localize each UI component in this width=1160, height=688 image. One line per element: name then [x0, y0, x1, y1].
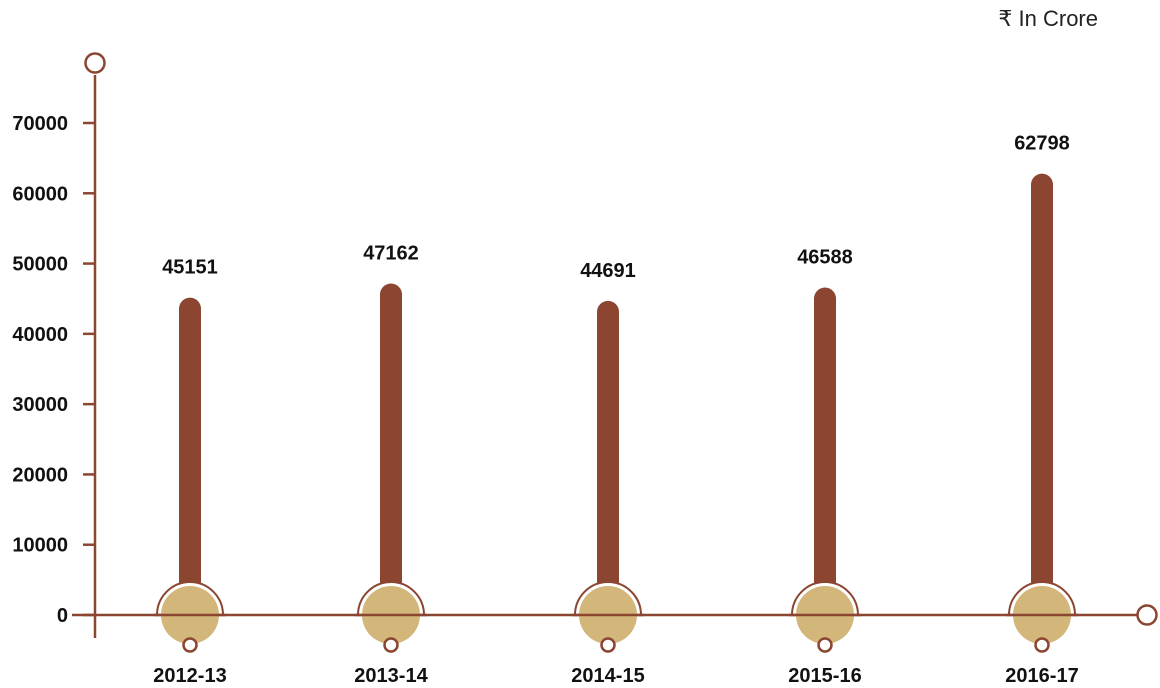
bar-body — [179, 309, 201, 603]
bar-body — [380, 295, 402, 603]
y-tick-label: 70000 — [12, 113, 68, 135]
bar-body — [597, 312, 619, 603]
category-label: 2016-17 — [1005, 665, 1078, 687]
category-label: 2012-13 — [153, 665, 226, 687]
x-axis-end-marker — [1136, 604, 1158, 626]
labels: 45151 2012-13 47162 2013-14 44691 2014-15 4658… — [153, 133, 1078, 687]
value-label: 44691 — [580, 260, 636, 282]
value-label: 45151 — [162, 257, 218, 279]
y-tick-label: 60000 — [12, 183, 68, 205]
category-label: 2013-14 — [354, 665, 428, 687]
y-tick-label: 40000 — [12, 324, 68, 346]
category-marker — [383, 637, 399, 653]
value-label: 62798 — [1014, 133, 1070, 155]
y-tick-label: 10000 — [12, 535, 68, 557]
category-label: 2015-16 — [788, 665, 861, 687]
y-tick-label: 50000 — [12, 254, 68, 276]
category-marker — [182, 637, 198, 653]
category-label: 2014-15 — [571, 665, 644, 687]
category-marker — [1034, 637, 1050, 653]
axes — [72, 52, 1158, 638]
y-tick-label: 0 — [57, 605, 68, 627]
y-axis-end-marker — [84, 52, 106, 74]
y-tick-label: 30000 — [12, 394, 68, 416]
category-marker — [817, 637, 833, 653]
bars — [154, 173, 1078, 653]
value-label: 46588 — [797, 247, 853, 269]
category-marker — [600, 637, 616, 653]
value-label: 47162 — [363, 243, 419, 265]
y-tick-label: 20000 — [12, 464, 68, 486]
bar-body — [814, 299, 836, 603]
y-axis-ticks: 0 10000 20000 30000 40000 50000 60000 70000 — [12, 113, 95, 627]
bar-body — [1031, 185, 1053, 604]
unit-label: ₹ In Crore — [998, 6, 1098, 31]
